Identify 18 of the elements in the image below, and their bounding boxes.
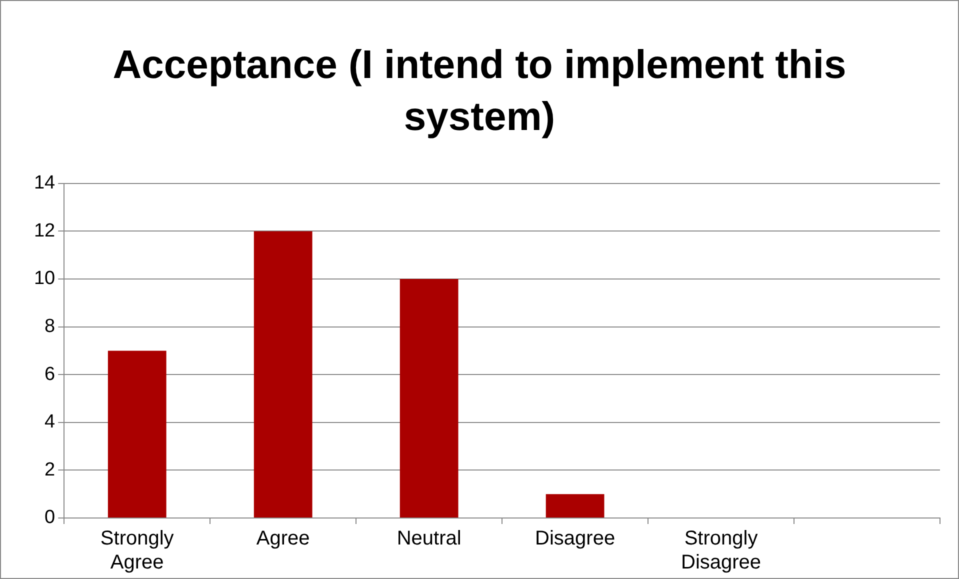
x-tick-label: Disagree bbox=[535, 528, 616, 550]
y-tick-label: 8 bbox=[44, 316, 56, 338]
x-tick-label: Neutral bbox=[396, 528, 462, 550]
y-tick-label: 6 bbox=[44, 364, 56, 385]
x-tick-label: Strongly Disagree bbox=[681, 528, 762, 574]
y-tick-label: 4 bbox=[44, 412, 56, 433]
y-tick-label: 14 bbox=[34, 172, 56, 194]
x-tick-label: Strongly Agree bbox=[100, 528, 174, 574]
bar bbox=[108, 350, 166, 518]
bar bbox=[546, 494, 604, 518]
y-tick-label: 0 bbox=[44, 507, 56, 528]
y-tick-label: 2 bbox=[44, 459, 56, 480]
bar bbox=[400, 279, 458, 518]
x-tick-label: Agree bbox=[256, 528, 310, 550]
y-tick-label: 12 bbox=[34, 220, 56, 242]
y-tick-label: 10 bbox=[34, 268, 56, 290]
chart-title: Acceptance (I intend to implement this system) bbox=[112, 42, 848, 141]
bar bbox=[254, 231, 312, 518]
